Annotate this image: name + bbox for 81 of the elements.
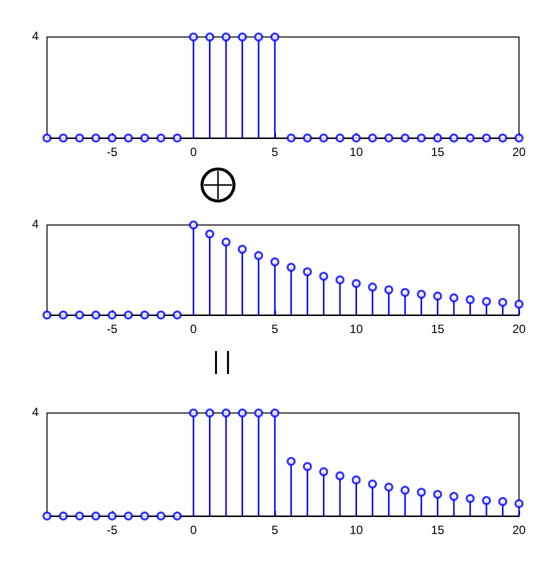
point — [108, 512, 117, 520]
point — [482, 297, 491, 306]
x-tick-label: 15 — [430, 523, 445, 537]
point — [498, 298, 508, 307]
point — [254, 408, 264, 418]
x-tick-label: 10 — [350, 523, 364, 537]
point — [416, 290, 426, 299]
x-tick-label: -5 — [106, 523, 118, 537]
x-tick-label: 10 — [350, 145, 364, 159]
x-tick-label: -5 — [106, 145, 118, 159]
point — [222, 408, 231, 418]
point — [319, 272, 328, 281]
point — [384, 285, 394, 294]
point — [140, 310, 150, 320]
point — [302, 267, 312, 276]
point — [58, 310, 68, 320]
point — [466, 494, 475, 503]
point — [188, 220, 198, 230]
x-tick-label: 5 — [272, 523, 279, 537]
x-tick-label: -5 — [106, 322, 118, 336]
point — [238, 244, 247, 254]
point — [254, 251, 264, 260]
x-tick-label: 0 — [190, 523, 198, 537]
point — [124, 512, 133, 520]
x-tick-label: 15 — [430, 322, 445, 336]
x-tick-label: 5 — [272, 322, 279, 336]
x-tick-label: 15 — [430, 145, 445, 159]
x-tick-label: 5 — [272, 145, 279, 159]
point — [238, 408, 247, 418]
point — [352, 475, 361, 484]
point — [75, 512, 84, 520]
point — [368, 480, 378, 489]
x-tick-label: 20 — [512, 523, 526, 537]
point — [270, 257, 280, 266]
point — [482, 496, 491, 506]
point — [75, 310, 84, 320]
x-tick-label: 0 — [190, 322, 198, 336]
point — [449, 492, 458, 501]
point — [433, 292, 442, 301]
point — [352, 279, 361, 288]
point — [286, 262, 296, 272]
point — [156, 310, 166, 320]
point — [205, 230, 214, 238]
text: 4 — [32, 29, 39, 43]
point — [335, 471, 344, 480]
point — [498, 497, 508, 506]
point — [172, 512, 182, 520]
point — [433, 490, 442, 499]
point — [335, 275, 344, 284]
text: 4 — [32, 405, 39, 419]
point — [222, 238, 231, 247]
point — [188, 408, 198, 418]
x-tick-label: 0 — [190, 145, 198, 159]
x-tick-label: 20 — [512, 322, 526, 336]
point — [416, 488, 426, 497]
text: 4 — [32, 217, 39, 231]
x-tick-label: 20 — [512, 145, 526, 159]
point — [319, 467, 328, 476]
point — [205, 408, 214, 418]
point — [466, 295, 475, 304]
point — [302, 462, 312, 472]
point — [58, 512, 68, 520]
point — [286, 456, 296, 466]
point — [108, 310, 117, 320]
point — [91, 310, 100, 320]
point — [91, 512, 100, 520]
point — [156, 512, 166, 520]
point — [368, 282, 378, 292]
point — [400, 486, 410, 495]
point — [172, 310, 182, 320]
point — [514, 499, 524, 508]
point — [42, 310, 52, 320]
point — [384, 482, 394, 492]
point — [449, 293, 458, 302]
point — [400, 288, 410, 297]
point — [270, 408, 280, 418]
point — [124, 310, 133, 320]
x-tick-label: 10 — [350, 322, 364, 336]
point — [42, 512, 52, 520]
point — [514, 300, 524, 309]
point — [140, 512, 150, 520]
